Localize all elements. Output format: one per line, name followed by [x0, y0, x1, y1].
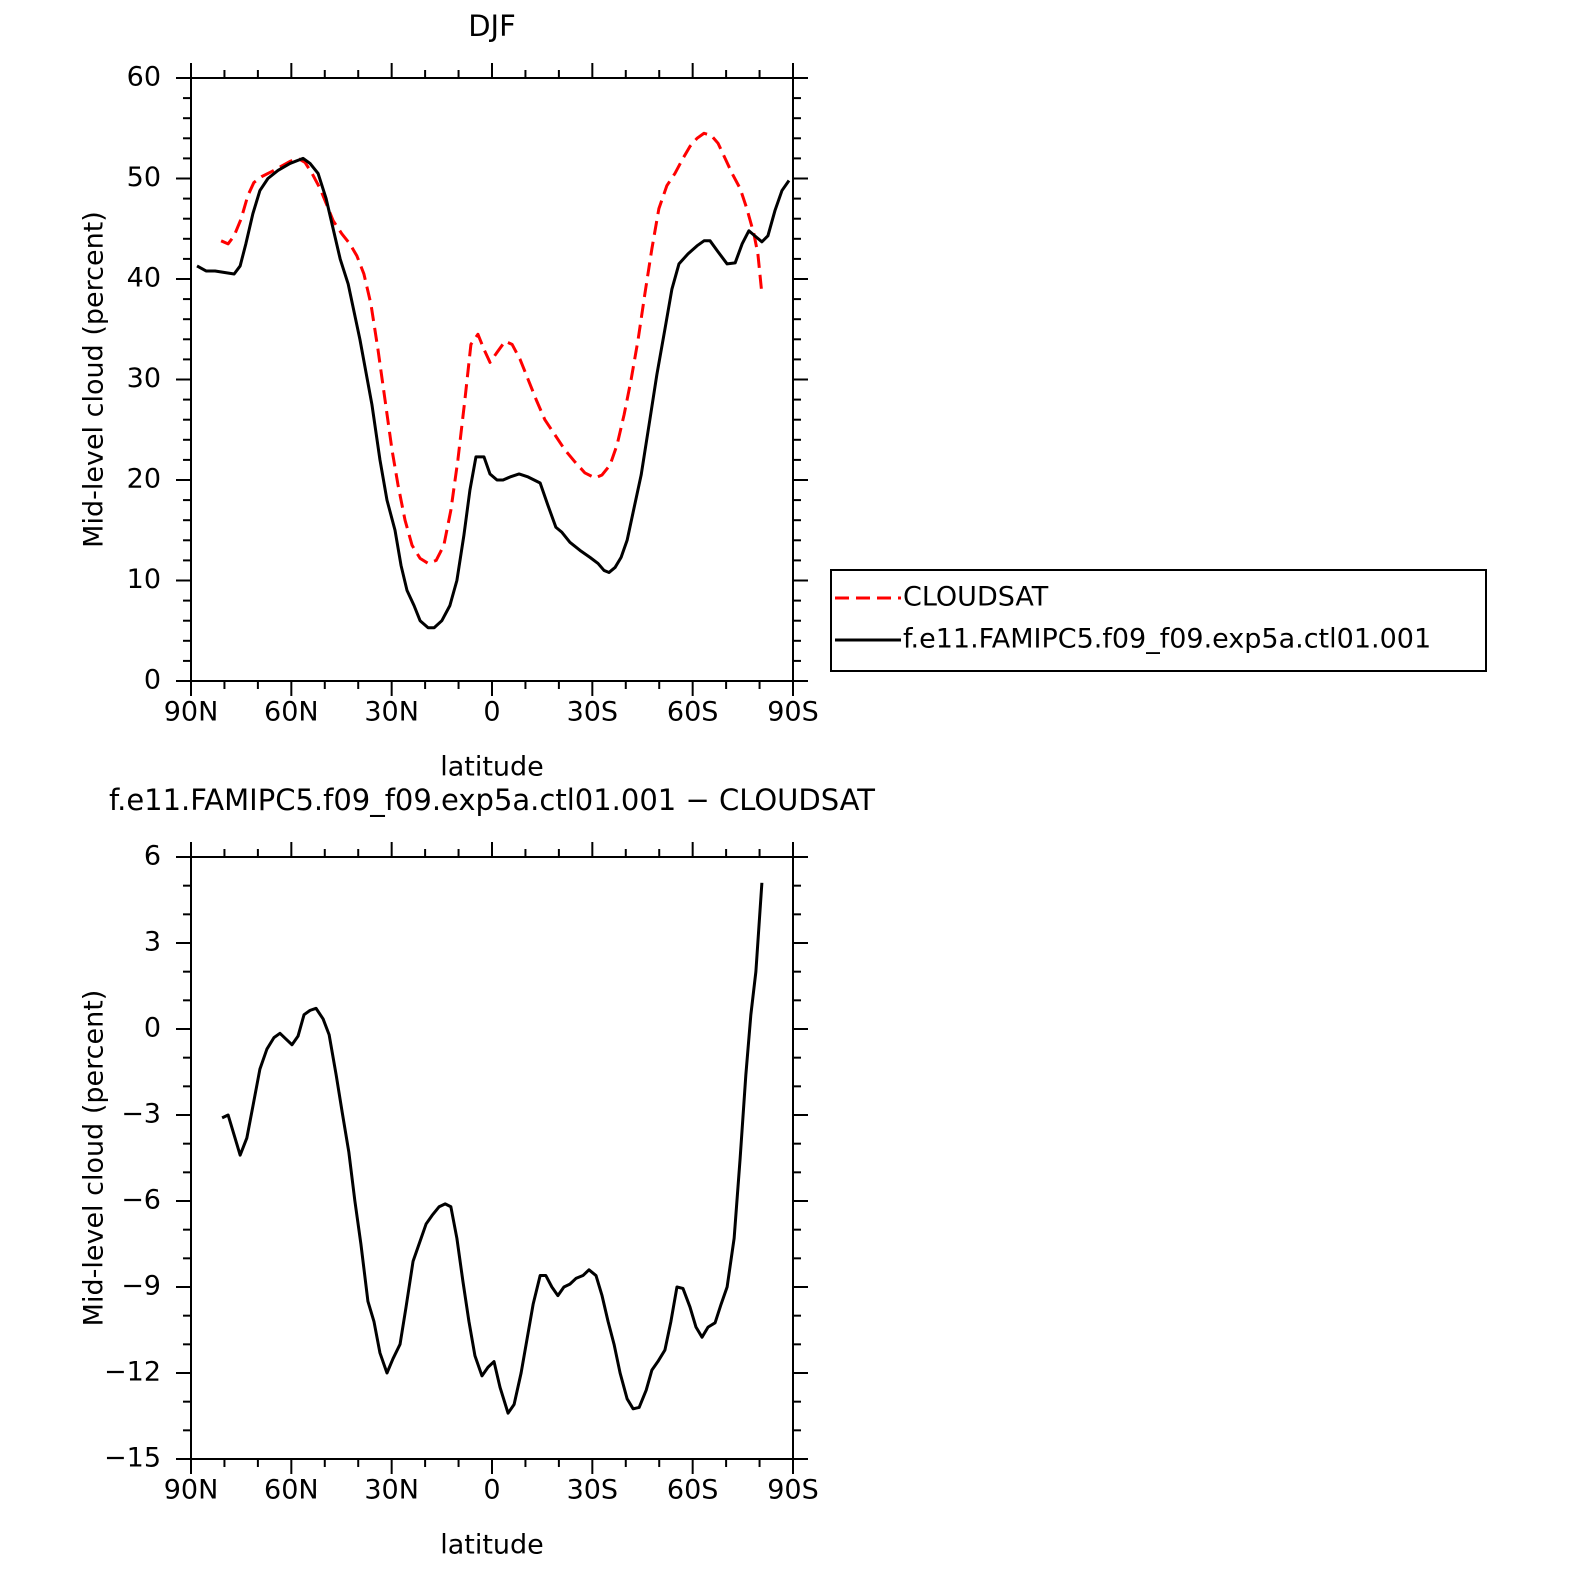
series-line	[221, 882, 764, 1415]
y-tick-label: 60	[127, 62, 161, 93]
y-tick-label: −6	[121, 1185, 161, 1216]
x-tick-label: 90S	[767, 697, 819, 728]
series-line	[220, 131, 764, 565]
y-tick-label: 0	[144, 1013, 161, 1044]
series-line	[196, 156, 791, 630]
x-tick-label: 0	[483, 697, 500, 728]
x-tick-label: 30N	[364, 697, 419, 728]
x-tick-label: 60S	[667, 1475, 719, 1506]
y-tick-label: 30	[127, 363, 161, 394]
y-tick-label: 40	[127, 263, 161, 294]
y-axis-label: Mid-level cloud (percent)	[79, 990, 110, 1327]
chart-title: DJF	[468, 9, 516, 43]
x-tick-label: 30S	[567, 697, 619, 728]
x-tick-label: 90N	[164, 1475, 219, 1506]
plot-frame	[190, 856, 794, 1460]
x-tick-label: 30N	[364, 1475, 419, 1506]
y-tick-label: −12	[104, 1357, 161, 1388]
x-tick-label: 0	[483, 1475, 500, 1506]
y-tick-label: 3	[144, 927, 161, 958]
y-tick-label: 0	[144, 665, 161, 696]
x-axis-label: latitude	[440, 752, 544, 783]
y-tick-label: 10	[127, 564, 161, 595]
y-tick-label: 6	[144, 841, 161, 872]
x-tick-label: 60N	[264, 1475, 319, 1506]
x-tick-label: 60N	[264, 697, 319, 728]
legend-box	[830, 569, 1487, 672]
legend-label: f.e11.FAMIPC5.f09_f09.exp5a.ctl01.001	[903, 624, 1431, 655]
y-tick-label: 50	[127, 162, 161, 193]
x-axis-label: latitude	[440, 1530, 544, 1561]
x-tick-label: 60S	[667, 697, 719, 728]
x-tick-label: 30S	[567, 1475, 619, 1506]
y-tick-label: −3	[121, 1099, 161, 1130]
x-tick-label: 90S	[767, 1475, 819, 1506]
legend-label: CLOUDSAT	[903, 582, 1049, 613]
y-axis-label: Mid-level cloud (percent)	[79, 211, 110, 548]
x-tick-label: 90N	[164, 697, 219, 728]
chart-title: f.e11.FAMIPC5.f09_f09.exp5a.ctl01.001 − …	[109, 783, 875, 817]
y-tick-label: −9	[121, 1271, 161, 1302]
y-tick-label: 20	[127, 464, 161, 495]
y-tick-label: −15	[104, 1443, 161, 1474]
